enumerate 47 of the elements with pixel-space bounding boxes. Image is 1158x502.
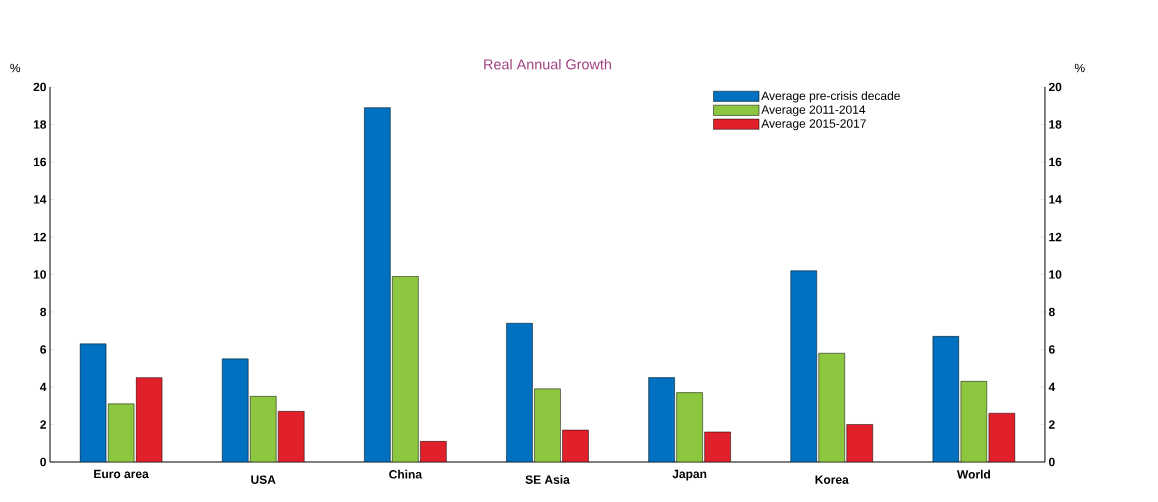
chart-title: Real Annual Growth — [484, 58, 611, 70]
legend-label: Average 2015-2017 — [761, 119, 866, 131]
bar — [506, 322, 533, 462]
x-tick-label: USA — [251, 475, 276, 484]
y-tick-label: 6 — [40, 345, 47, 354]
bar — [932, 336, 960, 462]
bar — [277, 411, 305, 462]
y2-tick-label: 12 — [1049, 232, 1062, 242]
y2-tick-label: 20 — [1048, 82, 1062, 92]
bar — [562, 429, 589, 462]
y-tick-label: 20 — [33, 82, 46, 92]
y-axis-title: % — [10, 63, 21, 73]
bar — [648, 377, 675, 462]
legend-label: Average 2011-2014 — [761, 105, 866, 117]
y-tick-label: 10 — [33, 270, 46, 279]
y2-tick-label: 2 — [1048, 420, 1055, 429]
y2-tick-label: 18 — [1049, 120, 1062, 129]
y-tick-label: 8 — [40, 307, 47, 317]
y-tick-label: 18 — [33, 120, 47, 129]
y2-tick-label: 16 — [1049, 157, 1062, 167]
y2-axis-title: % — [1074, 63, 1085, 73]
bar — [846, 424, 873, 462]
x-tick-label: Japan — [672, 469, 707, 481]
x-tick-label: China — [389, 469, 423, 479]
bar — [790, 270, 817, 462]
y-tick-label: 4 — [39, 382, 47, 392]
y2-tick-label: 10 — [1049, 270, 1062, 279]
bar — [79, 343, 107, 462]
bar — [221, 358, 249, 462]
x-tick-label: World — [957, 469, 990, 479]
y-tick-label: 16 — [33, 157, 47, 167]
y2-tick-label: 4 — [1048, 382, 1056, 392]
y2-tick-label: 8 — [1048, 307, 1055, 317]
x-tick-label: Korea — [815, 475, 849, 484]
y-tick-label: 2 — [40, 420, 46, 429]
y-tick-label: 0 — [40, 457, 46, 467]
y2-tick-label: 0 — [1048, 457, 1055, 467]
y-tick-label: 12 — [33, 232, 46, 242]
legend-label: Average pre-crisis decade — [761, 91, 900, 103]
y2-tick-label: 14 — [1049, 195, 1062, 204]
bar — [704, 431, 731, 462]
bar — [364, 107, 391, 462]
bar — [135, 377, 163, 462]
x-tick-label: Euro area — [94, 469, 149, 479]
y2-tick-label: 6 — [1048, 345, 1055, 354]
y-tick-label: 14 — [33, 195, 47, 204]
x-tick-label: SE Asia — [525, 475, 570, 484]
